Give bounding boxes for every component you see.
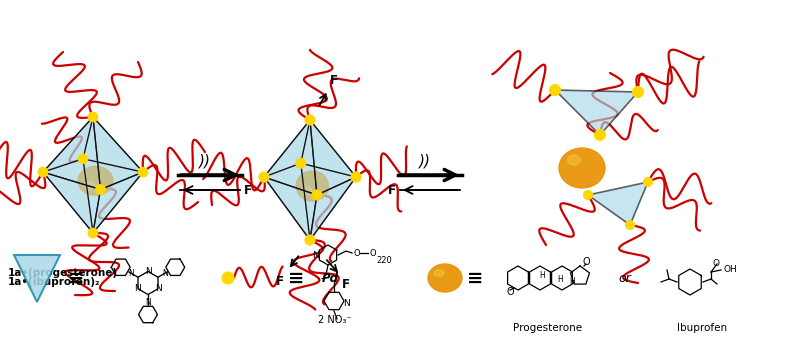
Text: )): )) [199, 154, 211, 168]
Circle shape [96, 184, 105, 195]
Text: Pd: Pd [321, 272, 339, 285]
Polygon shape [14, 255, 60, 302]
Text: F: F [244, 183, 252, 196]
Circle shape [643, 177, 653, 187]
Circle shape [312, 190, 322, 200]
Circle shape [633, 86, 643, 98]
Polygon shape [300, 120, 356, 177]
Text: F: F [342, 278, 350, 291]
Polygon shape [43, 172, 101, 233]
Text: N: N [155, 284, 161, 293]
Text: ≡: ≡ [467, 268, 483, 287]
Text: ≡: ≡ [288, 268, 304, 287]
Text: OH: OH [723, 265, 737, 273]
Text: or: or [618, 272, 631, 285]
Circle shape [305, 235, 315, 245]
Text: N: N [129, 269, 134, 278]
Text: ≡: ≡ [68, 268, 85, 287]
Text: O: O [370, 248, 376, 258]
Text: 220: 220 [376, 256, 392, 265]
Text: Progesterone: Progesterone [514, 323, 582, 333]
Ellipse shape [296, 171, 328, 201]
Ellipse shape [567, 155, 581, 165]
Text: O: O [713, 259, 720, 268]
Circle shape [594, 130, 606, 140]
Polygon shape [93, 117, 143, 189]
Text: H: H [557, 275, 562, 285]
Text: N: N [145, 267, 151, 276]
Ellipse shape [559, 148, 605, 188]
Ellipse shape [302, 187, 312, 195]
Polygon shape [555, 90, 638, 135]
Text: H: H [569, 278, 574, 287]
Text: N: N [161, 269, 168, 278]
Circle shape [351, 172, 361, 182]
Circle shape [78, 154, 88, 164]
Text: O: O [582, 257, 590, 267]
Circle shape [550, 84, 561, 96]
Circle shape [259, 172, 269, 182]
Text: F: F [276, 275, 284, 288]
Polygon shape [264, 120, 317, 195]
Text: N: N [344, 300, 351, 308]
Circle shape [626, 220, 634, 230]
Polygon shape [588, 182, 648, 225]
Circle shape [296, 158, 306, 168]
Text: O: O [354, 248, 360, 258]
Ellipse shape [78, 166, 113, 195]
Text: H: H [539, 271, 545, 280]
Polygon shape [43, 159, 93, 233]
Circle shape [88, 228, 98, 238]
Text: 1a•(progesterone): 1a•(progesterone) [8, 268, 118, 278]
Polygon shape [310, 177, 356, 240]
Polygon shape [83, 159, 143, 233]
Text: N: N [145, 298, 151, 307]
Polygon shape [310, 120, 356, 195]
Ellipse shape [434, 270, 444, 276]
Polygon shape [43, 117, 93, 172]
Text: O: O [507, 287, 514, 297]
Polygon shape [93, 172, 143, 233]
Text: F: F [388, 183, 396, 196]
Polygon shape [83, 117, 143, 172]
Polygon shape [264, 177, 317, 240]
Circle shape [305, 115, 315, 125]
Circle shape [38, 167, 48, 177]
Polygon shape [43, 117, 101, 189]
Circle shape [583, 190, 593, 199]
Text: F: F [330, 74, 338, 87]
Circle shape [138, 167, 148, 177]
Circle shape [222, 272, 234, 284]
Ellipse shape [84, 181, 95, 189]
Text: )): )) [419, 154, 431, 168]
Circle shape [88, 112, 98, 122]
Polygon shape [264, 120, 310, 177]
Ellipse shape [428, 264, 462, 292]
Polygon shape [300, 163, 356, 240]
Text: 2 NO₃⁻: 2 NO₃⁻ [318, 315, 352, 325]
Text: N: N [134, 284, 141, 293]
Polygon shape [264, 163, 310, 240]
Text: N: N [312, 251, 319, 259]
Text: Ibuprofen: Ibuprofen [677, 323, 727, 333]
Text: 1a•(ibuprofen)₂: 1a•(ibuprofen)₂ [8, 277, 101, 287]
